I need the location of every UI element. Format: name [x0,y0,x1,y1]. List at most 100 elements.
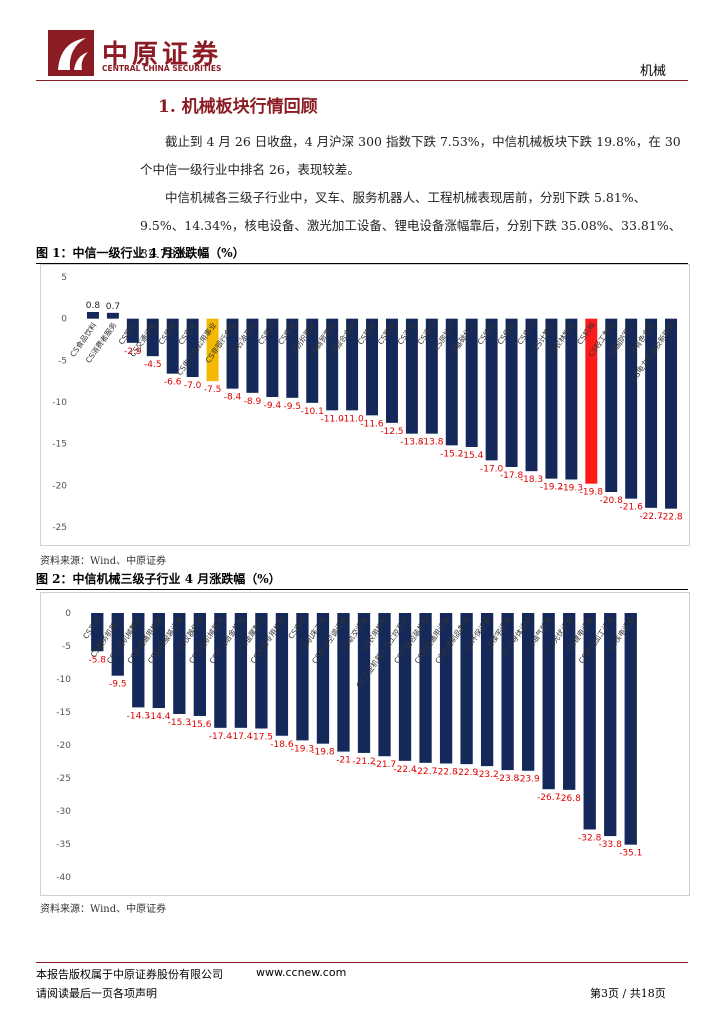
data-label: -22.9 [455,768,479,778]
bar [86,312,99,319]
data-label: -19.2 [540,483,563,493]
data-label: -17.0 [480,464,504,474]
y-tick-label: -10 [56,675,71,685]
page-number: 第3页 / 共18页 [590,987,666,1000]
y-tick-label: -15 [52,440,67,450]
data-label: -22.8 [434,767,458,777]
bar [485,318,498,461]
bar [545,318,558,479]
bar [326,318,339,411]
bar [214,613,227,728]
bar [234,613,248,728]
bar [625,318,638,499]
y-tick-label: 0 [65,609,71,619]
data-label: -32.8 [578,833,602,843]
bar [665,318,678,509]
bar [525,318,538,472]
data-label: -15.6 [188,720,212,730]
bar [106,312,119,319]
y-tick-label: -5 [58,356,67,366]
data-label: -2.9 [124,347,142,357]
data-label: -17.8 [500,471,524,481]
bar [398,613,412,761]
data-label: -17.5 [250,733,273,743]
bar [306,318,319,403]
y-tick-label: -35 [56,840,71,850]
data-label: 0.7 [106,302,120,312]
header-rule [36,80,688,81]
data-label: -8.4 [224,393,242,403]
data-label: -15.2 [440,449,463,459]
bar [425,318,438,434]
y-tick-label: -10 [52,398,67,408]
data-label: -21 [336,756,351,766]
data-label: -23.8 [496,774,520,784]
y-tick-label: 5 [61,273,67,283]
data-label: -13.8 [400,438,424,448]
bar [445,318,458,446]
data-label: -15.4 [460,451,484,461]
bar [193,613,207,716]
bar [378,613,391,757]
data-label: -7.0 [184,381,202,391]
bar [152,613,165,709]
bar [366,318,379,416]
data-label: -21.2 [352,757,375,767]
bar [585,318,598,484]
y-tick-label: -30 [56,807,71,817]
data-label: -15.3 [168,718,191,728]
bar [91,613,104,652]
data-label: -23.2 [475,770,498,780]
bar [316,613,330,744]
section-title: 1. 机械板块行情回顾 [158,97,318,117]
data-label: -9.4 [264,401,282,411]
bar [146,318,159,357]
data-label: -4.5 [144,360,162,370]
data-label: -19.8 [580,488,604,498]
bar [186,318,199,377]
y-tick-label: 0 [61,315,67,325]
data-label: -20.8 [600,496,624,506]
bar [357,613,371,753]
data-label: -19.3 [291,744,314,754]
bar [605,318,618,492]
bar [565,318,578,480]
bar [460,613,473,765]
copyright: 本报告版权属于中原证券股份有限公司 [36,968,223,981]
bar [501,613,514,771]
data-label: -21.7 [373,760,396,770]
bar [246,318,259,393]
y-tick-label: -25 [56,774,71,784]
source: 资料来源：Wind、中原证券 [40,556,167,567]
bar [266,318,279,397]
data-label: -18.3 [520,475,543,485]
data-label: 0.8 [86,301,101,311]
data-label: -13.8 [420,438,444,448]
figure-title: 图 1：中信一级行业 4 月涨跌幅（%） [36,244,688,264]
data-label: -33.8 [599,840,623,850]
bar [296,613,309,741]
data-label: -11.0 [340,414,364,424]
bar [624,613,637,845]
bar [405,318,418,434]
bar [337,613,350,752]
sector: 机械 [640,64,667,79]
bar [385,318,398,423]
chart: 0-5-10-15-20-25-30-35-40-5.8CS叉车-9.5CS服务… [40,592,690,896]
logo-en: CENTRAL CHINA SECURITIES [102,64,222,73]
bar [286,318,299,398]
data-label: -6.6 [164,378,182,388]
data-label: -17.4 [229,732,253,742]
bar [563,613,576,790]
bar [645,318,658,508]
data-label: -12.5 [380,427,403,437]
y-tick-label: -5 [62,642,71,652]
data-label: -23.9 [516,775,540,785]
figure-title: 图 2：中信机械三级子行业 4 月涨跌幅（%） [36,570,688,590]
notice: 请阅读最后一页各项声明 [36,987,157,1000]
logo-text: 中原证券 [102,40,223,70]
data-label: -22.4 [393,765,417,775]
bar [126,318,139,343]
